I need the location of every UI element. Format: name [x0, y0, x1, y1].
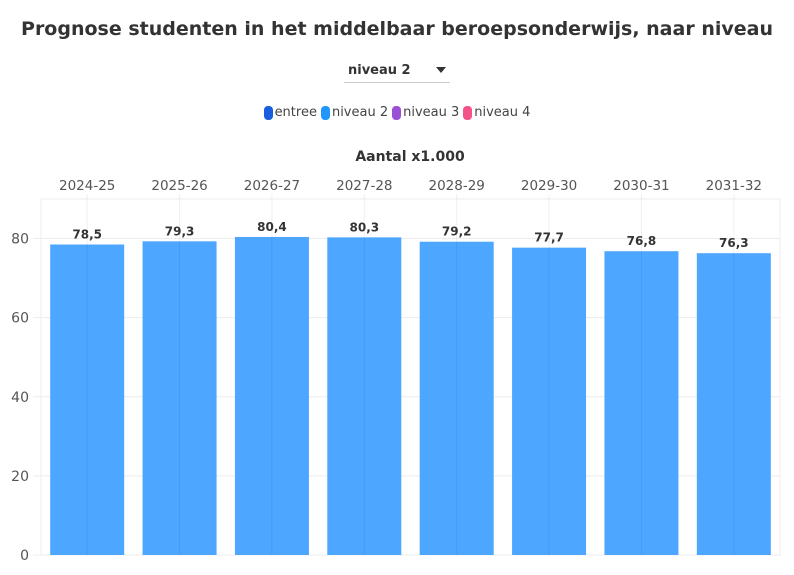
bar	[327, 237, 402, 555]
bar	[50, 244, 125, 555]
bar	[512, 247, 587, 556]
y-tick-label: 60	[11, 311, 29, 327]
bar	[696, 253, 771, 556]
legend-swatch	[463, 105, 473, 120]
data-label: 76,3	[719, 236, 749, 250]
legend-item[interactable]: entree	[263, 105, 317, 120]
x-tick-label: 2027-28	[336, 178, 392, 194]
chart-title: Prognose studenten in het middelbaar ber…	[21, 18, 773, 40]
bar	[142, 241, 217, 555]
legend-item[interactable]: niveau 3	[392, 105, 459, 120]
data-label: 77,7	[534, 231, 564, 245]
legend-label: niveau 3	[403, 105, 460, 120]
data-label: 80,3	[350, 220, 380, 234]
legend-label: entree	[274, 105, 317, 120]
bar	[419, 241, 494, 555]
y-tick-label: 40	[11, 390, 29, 406]
legend-swatch	[320, 105, 330, 120]
level-dropdown[interactable]: niveau 2	[344, 60, 450, 83]
legend-swatch	[263, 105, 273, 120]
x-tick-label: 2025-26	[151, 178, 207, 194]
x-tick-label: 2029-30	[521, 178, 577, 194]
legend-swatch	[392, 105, 402, 120]
bar	[234, 236, 309, 555]
x-tick-label: 2028-29	[428, 178, 484, 194]
chevron-down-icon	[436, 67, 446, 73]
bar	[604, 251, 679, 556]
data-label: 76,8	[627, 234, 657, 248]
legend: entree niveau 2 niveau 3 niveau 4	[0, 105, 794, 120]
x-tick-label: 2030-31	[613, 178, 669, 194]
data-label: 79,2	[442, 225, 472, 239]
data-label: 79,3	[165, 224, 195, 238]
x-tick-label: 2031-32	[706, 178, 762, 194]
legend-item[interactable]: niveau 4	[463, 105, 530, 120]
x-axis-title: Aantal x1.000	[355, 149, 465, 165]
legend-item[interactable]: niveau 2	[320, 105, 389, 120]
data-label: 80,4	[257, 220, 287, 234]
y-tick-label: 20	[11, 469, 29, 485]
y-tick-label: 0	[20, 548, 29, 564]
data-label: 78,5	[72, 227, 102, 241]
x-tick-label: 2026-27	[244, 178, 300, 194]
legend-label: niveau 4	[474, 105, 531, 120]
legend-label: niveau 2	[331, 105, 389, 120]
x-tick-label: 2024-25	[59, 178, 115, 194]
dropdown-value: niveau 2	[348, 63, 411, 78]
y-tick-label: 80	[11, 232, 29, 248]
